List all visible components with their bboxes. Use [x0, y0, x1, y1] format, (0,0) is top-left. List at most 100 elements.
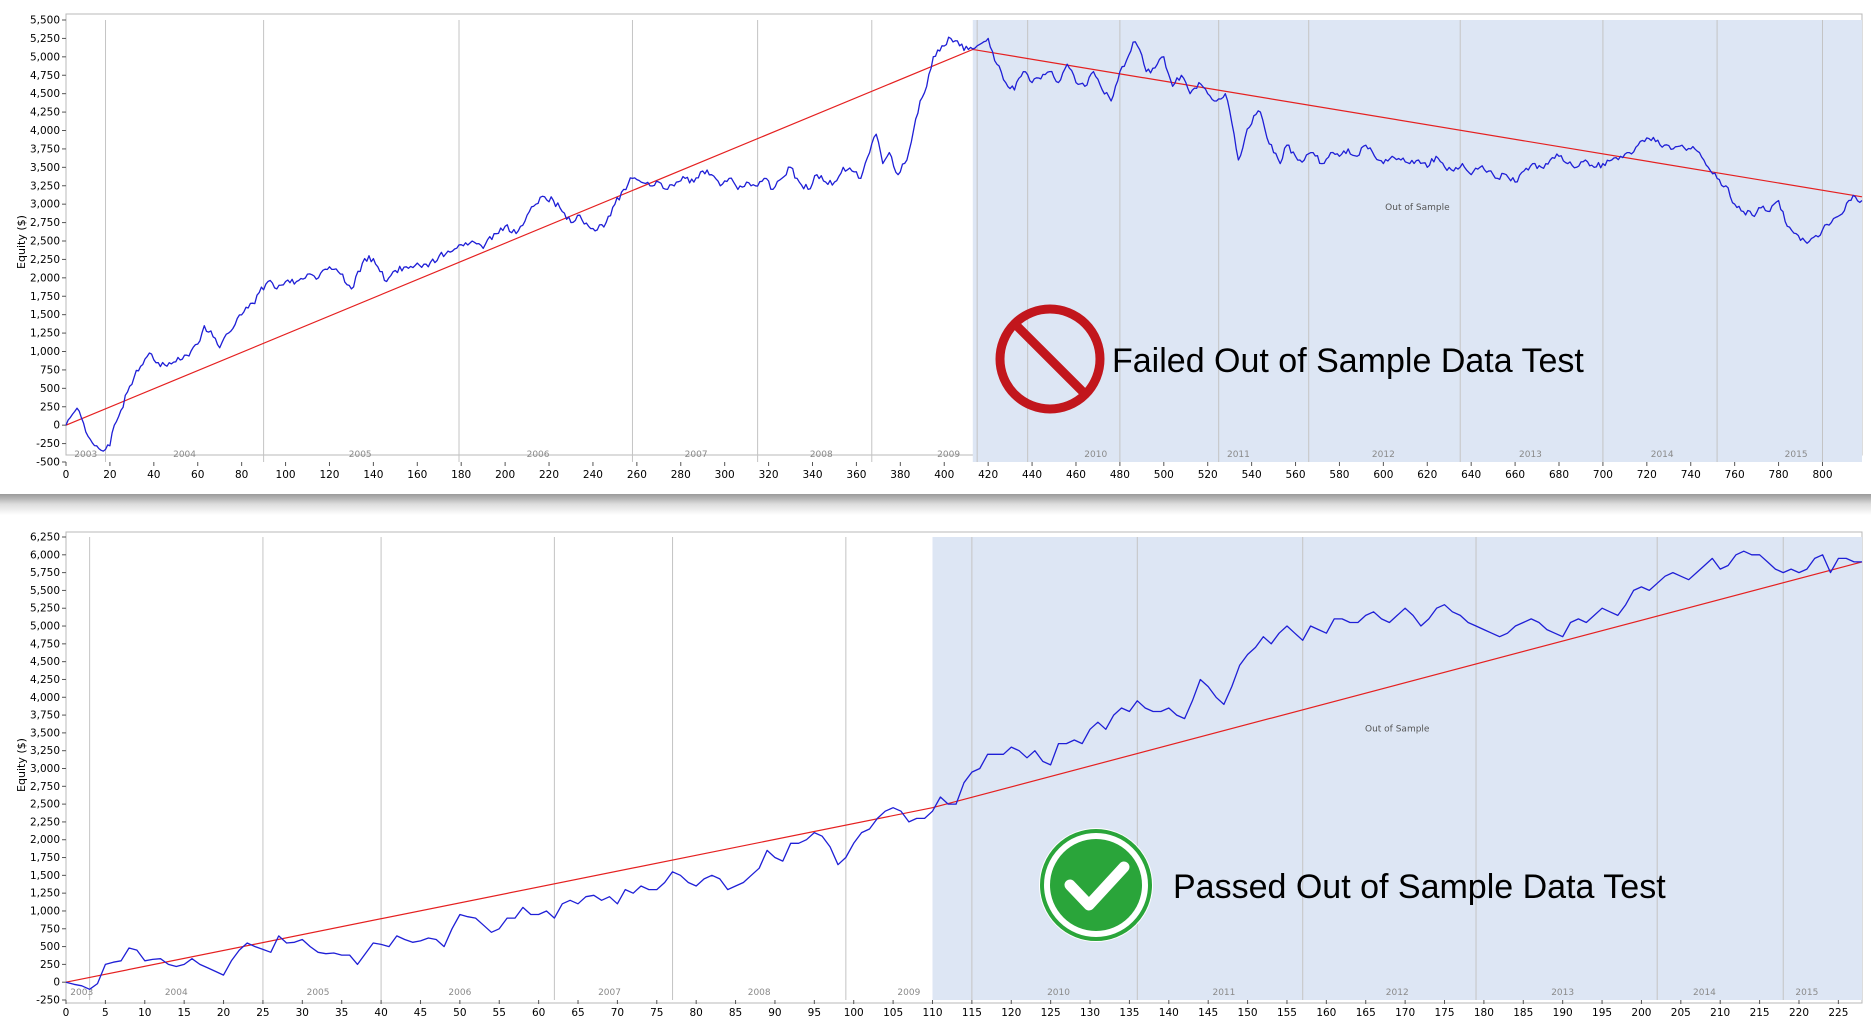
x-tick-label: 180 [451, 469, 471, 481]
x-tick-label: 75 [650, 1007, 663, 1019]
x-tick-label: 140 [363, 469, 383, 481]
y-tick-label: 2,000 [30, 834, 60, 846]
x-tick-label: 600 [1373, 469, 1393, 481]
year-label: 2006 [527, 450, 550, 460]
out-of-sample-region [972, 20, 1862, 462]
x-tick-label: 560 [1286, 469, 1306, 481]
x-tick-label: 110 [922, 1007, 942, 1019]
y-tick-label: 3,000 [30, 763, 60, 775]
x-tick-label: 55 [493, 1007, 506, 1019]
y-tick-label: 3,500 [30, 727, 60, 739]
x-tick-label: 520 [1198, 469, 1218, 481]
x-tick-label: 185 [1513, 1007, 1533, 1019]
y-tick-label: 4,750 [30, 70, 60, 82]
year-label: 2008 [748, 988, 771, 998]
y-axis-label: Equity ($) [15, 215, 28, 269]
x-tick-label: 125 [1041, 1007, 1061, 1019]
x-tick-label: 100 [276, 469, 296, 481]
y-tick-label: 5,750 [30, 567, 60, 579]
y-tick-label: 250 [40, 959, 60, 971]
x-tick-label: 155 [1277, 1007, 1297, 1019]
passed-equity-chart: 2003 2004 2005 2006 2007 2008 2009 2010 2011 2012… [15, 531, 1863, 1019]
year-label: 2012 [1372, 450, 1395, 460]
check-circle-icon [1039, 828, 1153, 942]
panel-separator [0, 494, 1871, 515]
x-tick-label: 0 [63, 469, 70, 481]
x-tick-label: 640 [1461, 469, 1481, 481]
year-label: 2005 [349, 450, 372, 460]
y-tick-label: 2,250 [30, 254, 60, 266]
x-tick-label: 205 [1671, 1007, 1691, 1019]
x-tick-label: 85 [729, 1007, 742, 1019]
y-tick-label: 5,250 [30, 33, 60, 45]
x-tick-label: 165 [1356, 1007, 1376, 1019]
equity-curve [65, 550, 1862, 990]
y-tick-label: 5,500 [30, 15, 60, 27]
x-tick-label: 40 [374, 1007, 387, 1019]
y-tick-label: 5,250 [30, 603, 60, 615]
year-label: 2007 [685, 450, 708, 460]
year-label: 2011 [1227, 450, 1250, 460]
x-tick-label: 760 [1725, 469, 1745, 481]
y-tick-label: 2,000 [30, 272, 60, 284]
x-tick-label: 70 [611, 1007, 624, 1019]
y-tick-label: 750 [40, 923, 60, 935]
x-tick-label: 210 [1710, 1007, 1730, 1019]
x-tick-label: 700 [1593, 469, 1613, 481]
y-tick-label: 1,750 [30, 291, 60, 303]
x-tick-label: 740 [1681, 469, 1701, 481]
year-label: 2006 [448, 988, 471, 998]
x-tick-label: 200 [1631, 1007, 1651, 1019]
year-label: 2015 [1795, 988, 1818, 998]
y-tick-label: 3,750 [30, 143, 60, 155]
x-tick-label: 105 [883, 1007, 903, 1019]
x-tick-label: 215 [1750, 1007, 1770, 1019]
y-tick-label: 1,250 [30, 888, 60, 900]
x-tick-label: 120 [1001, 1007, 1021, 1019]
x-tick-label: 225 [1828, 1007, 1848, 1019]
y-tick-label: -250 [36, 995, 60, 1007]
x-tick-label: 540 [1242, 469, 1262, 481]
y-tick-label: 4,000 [30, 125, 60, 137]
x-tick-label: 120 [319, 469, 339, 481]
y-tick-label: 6,000 [30, 549, 60, 561]
x-tick-label: 150 [1238, 1007, 1258, 1019]
y-tick-label: 4,750 [30, 638, 60, 650]
year-label: 2015 [1785, 450, 1808, 460]
year-label: 2004 [165, 988, 188, 998]
x-tick-label: 115 [962, 1007, 982, 1019]
y-tick-label: 3,750 [30, 710, 60, 722]
y-tick-label: 5,000 [30, 51, 60, 63]
x-tick-label: 200 [495, 469, 515, 481]
y-tick-label: 1,000 [30, 905, 60, 917]
y-axis-label: Equity ($) [15, 738, 28, 792]
y-tick-label: 2,500 [30, 236, 60, 248]
x-tick-label: 320 [759, 469, 779, 481]
x-tick-label: 130 [1080, 1007, 1100, 1019]
x-tick-label: 5 [102, 1007, 109, 1019]
x-tick-label: 220 [539, 469, 559, 481]
year-label: 2003 [74, 450, 97, 460]
x-tick-label: 720 [1637, 469, 1657, 481]
x-tick-label: 140 [1159, 1007, 1179, 1019]
x-tick-label: 0 [63, 1007, 70, 1019]
passed-test-text: Passed Out of Sample Data Test [1173, 868, 1666, 906]
out-of-sample-label: Out of Sample [1365, 724, 1430, 734]
y-tick-label: 2,500 [30, 799, 60, 811]
year-label: 2013 [1551, 988, 1574, 998]
x-tick-label: 100 [844, 1007, 864, 1019]
y-tick-label: 250 [40, 401, 60, 413]
y-tick-label: 1,500 [30, 309, 60, 321]
x-tick-label: 800 [1812, 469, 1832, 481]
failed-equity-chart: 2003 2004 2005 2006 2007 2008 2009 2010 2011 2012… [15, 13, 1863, 481]
x-tick-label: 50 [453, 1007, 466, 1019]
year-label: 2008 [810, 450, 833, 460]
x-tick-label: 440 [1022, 469, 1042, 481]
year-label: 2010 [1047, 988, 1070, 998]
x-tick-label: 40 [147, 469, 160, 481]
x-tick-label: 780 [1769, 469, 1789, 481]
out-of-sample-label: Out of Sample [1385, 203, 1450, 213]
x-tick-label: 180 [1474, 1007, 1494, 1019]
x-tick-label: 20 [217, 1007, 230, 1019]
x-tick-label: 65 [571, 1007, 584, 1019]
